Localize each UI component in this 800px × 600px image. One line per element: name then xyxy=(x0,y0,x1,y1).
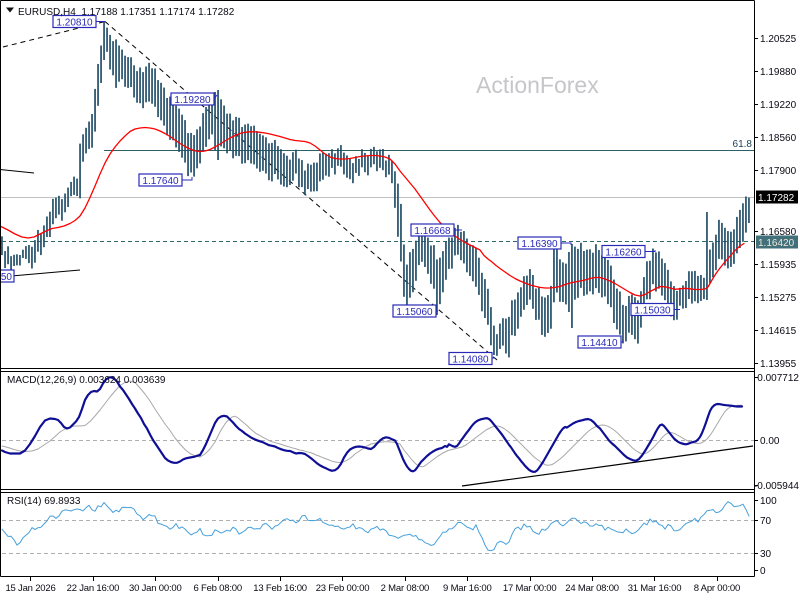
svg-text:1.14410: 1.14410 xyxy=(581,338,618,349)
svg-text:EURUSD,H4 1.17188 1.17351 1.1: EURUSD,H4 1.17188 1.17351 1.17174 1.1728… xyxy=(18,7,235,18)
svg-text:61.8: 61.8 xyxy=(733,139,753,150)
svg-text:1.16260: 1.16260 xyxy=(605,248,642,259)
svg-text:1.15030: 1.15030 xyxy=(634,306,671,317)
svg-text:ActionForex: ActionForex xyxy=(476,72,599,98)
svg-text:1.20525: 1.20525 xyxy=(760,34,797,45)
svg-text:1.19880: 1.19880 xyxy=(760,67,797,78)
svg-text:1.14080: 1.14080 xyxy=(452,355,489,366)
svg-text:0.00: 0.00 xyxy=(760,436,780,447)
svg-text:1.16668: 1.16668 xyxy=(414,226,451,237)
svg-text:1.14615: 1.14615 xyxy=(760,326,797,337)
svg-text:1.16390: 1.16390 xyxy=(521,239,558,250)
svg-text:22 Jan 16:00: 22 Jan 16:00 xyxy=(67,583,120,594)
svg-text:1.18560: 1.18560 xyxy=(760,133,797,144)
svg-text:31 Mar 16:00: 31 Mar 16:00 xyxy=(628,583,682,594)
svg-text:50: 50 xyxy=(1,272,13,283)
svg-text:1.16420: 1.16420 xyxy=(758,238,795,249)
svg-text:1.15060: 1.15060 xyxy=(396,307,433,318)
svg-text:1.17282: 1.17282 xyxy=(758,193,795,204)
svg-text:0: 0 xyxy=(760,566,766,577)
svg-text:23 Feb 00:00: 23 Feb 00:00 xyxy=(316,583,370,594)
svg-text:30 Jan 00:00: 30 Jan 00:00 xyxy=(129,583,182,594)
svg-text:9 Mar 16:00: 9 Mar 16:00 xyxy=(443,583,492,594)
svg-text:6 Feb 08:00: 6 Feb 08:00 xyxy=(193,583,242,594)
svg-text:1.13955: 1.13955 xyxy=(760,359,797,370)
svg-text:15 Jan 2026: 15 Jan 2026 xyxy=(5,583,55,594)
svg-text:8 Apr 00:00: 8 Apr 00:00 xyxy=(694,583,740,594)
svg-text:24 Mar 08:00: 24 Mar 08:00 xyxy=(565,583,619,594)
svg-text:1.20810: 1.20810 xyxy=(56,18,93,29)
svg-text:70: 70 xyxy=(760,516,772,527)
svg-text:1.15935: 1.15935 xyxy=(760,260,797,271)
svg-text:30: 30 xyxy=(760,549,772,560)
svg-text:RSI(14) 69.8933: RSI(14) 69.8933 xyxy=(7,496,81,507)
svg-text:-0.005944: -0.005944 xyxy=(754,481,799,492)
svg-text:1.16580: 1.16580 xyxy=(760,227,797,238)
svg-text:13 Feb 16:00: 13 Feb 16:00 xyxy=(253,583,307,594)
svg-text:17 Mar 00:00: 17 Mar 00:00 xyxy=(503,583,557,594)
svg-text:1.19280: 1.19280 xyxy=(174,95,211,106)
svg-text:0.007712: 0.007712 xyxy=(757,373,799,384)
svg-text:1.17900: 1.17900 xyxy=(760,166,797,177)
svg-text:1.19220: 1.19220 xyxy=(760,100,797,111)
svg-text:1.15275: 1.15275 xyxy=(760,293,797,304)
svg-text:100: 100 xyxy=(760,496,777,507)
svg-text:2 Mar 08:00: 2 Mar 08:00 xyxy=(381,583,430,594)
svg-text:MACD(12,26,9) 0.003624 0.00363: MACD(12,26,9) 0.003624 0.003639 xyxy=(7,375,166,386)
svg-text:1.17640: 1.17640 xyxy=(142,176,179,187)
